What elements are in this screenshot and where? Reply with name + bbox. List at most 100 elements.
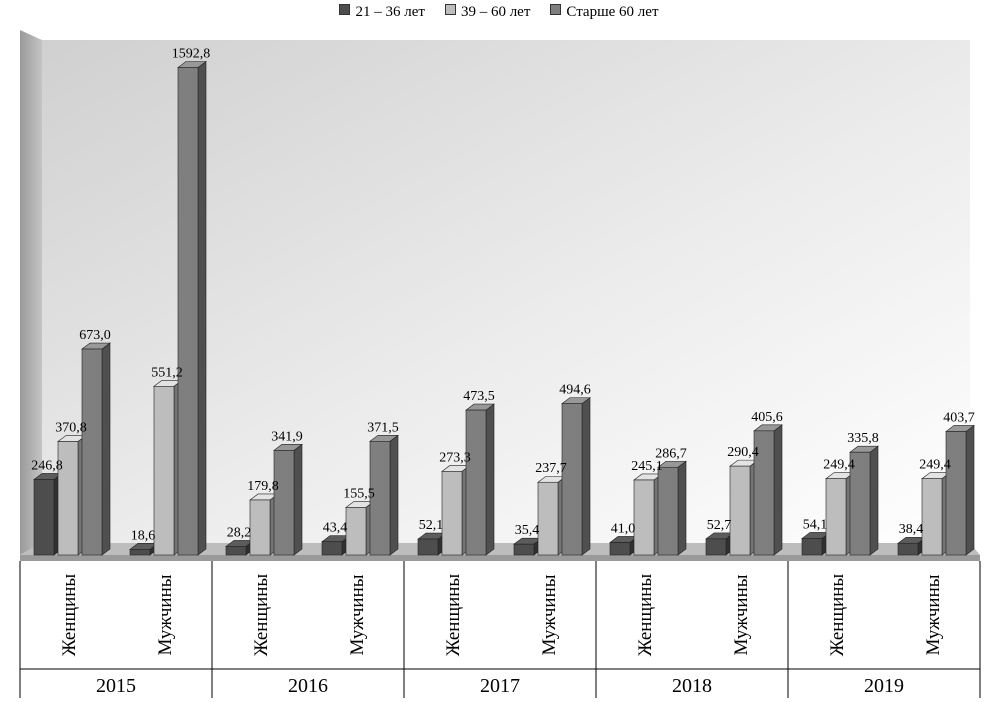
- bar-front: [657, 466, 679, 556]
- bar-front: [537, 481, 559, 556]
- bar: [465, 403, 495, 556]
- data-label: 35,4: [515, 523, 540, 538]
- bar-front: [753, 430, 775, 556]
- legend-label: Старше 60 лет: [566, 4, 659, 20]
- data-label: 28,2: [227, 525, 252, 540]
- bar: [897, 536, 927, 556]
- bar-front: [705, 538, 727, 556]
- data-label: 405,6: [751, 410, 783, 425]
- data-label: 54,1: [803, 517, 828, 532]
- tick-label-year: 2019: [864, 675, 904, 697]
- bar-front: [801, 538, 823, 556]
- data-label: 673,0: [79, 328, 111, 343]
- bar-side: [389, 434, 399, 556]
- bar-front: [513, 543, 535, 556]
- data-label: 286,7: [655, 446, 687, 461]
- bar-front: [441, 471, 463, 556]
- tick-label-gender: Женщины: [59, 574, 80, 657]
- data-label: 551,2: [151, 365, 183, 380]
- bar-front: [57, 441, 79, 556]
- data-label: 249,4: [823, 458, 855, 473]
- data-label: 52,1: [419, 518, 444, 533]
- bar: [369, 434, 399, 556]
- bar: [81, 342, 111, 556]
- data-label: 1592,8: [172, 47, 211, 62]
- bar-front: [345, 507, 367, 556]
- bar-front: [609, 542, 631, 556]
- tick-label-year: 2018: [672, 675, 712, 697]
- bar-front: [729, 465, 751, 556]
- legend-label: 21 – 36 лет: [355, 4, 425, 20]
- bar-front: [369, 440, 391, 556]
- data-label: 403,7: [943, 410, 975, 425]
- tick-label-gender: Мужчины: [539, 574, 560, 655]
- bar-front: [417, 538, 439, 556]
- bar-side: [197, 60, 207, 556]
- bar: [273, 443, 303, 556]
- bar: [561, 397, 591, 556]
- bar-front: [225, 546, 247, 556]
- bar-front: [921, 478, 943, 556]
- bar-front: [273, 450, 295, 556]
- bar-side: [677, 460, 687, 556]
- bar-front: [945, 431, 967, 556]
- bar-front: [897, 542, 919, 556]
- data-label: 273,3: [439, 450, 471, 465]
- data-label: 43,4: [323, 521, 348, 536]
- legend-item-3: Старше 60 лет: [550, 4, 659, 21]
- bar-front: [129, 549, 151, 556]
- data-label: 245,1: [631, 459, 663, 474]
- data-label: 370,8: [55, 421, 87, 436]
- bar-front: [177, 67, 199, 556]
- data-label: 341,9: [271, 429, 303, 444]
- data-label: 249,4: [919, 458, 951, 473]
- bar: [945, 424, 975, 556]
- bar-front: [465, 409, 487, 556]
- bar-front: [561, 403, 583, 556]
- bar-side: [293, 443, 303, 556]
- legend-item-2: 39 – 60 лет: [444, 4, 531, 21]
- bar-front: [849, 451, 871, 556]
- legend-item-1: 21 – 36 лет: [339, 4, 425, 21]
- bar-side: [485, 403, 495, 556]
- tick-label-gender: Мужчины: [923, 574, 944, 655]
- data-label: 494,6: [559, 383, 591, 398]
- bar-front: [81, 348, 103, 556]
- data-label: 41,0: [611, 521, 636, 536]
- data-label: 38,4: [899, 522, 924, 537]
- legend-swatch: [444, 4, 456, 15]
- tick-label-gender: Женщины: [443, 574, 464, 657]
- tick-label-year: 2016: [288, 675, 328, 697]
- bar: [753, 424, 783, 556]
- tick-label-year: 2015: [96, 675, 136, 697]
- legend-label: 39 – 60 лет: [460, 4, 531, 20]
- data-label: 473,5: [463, 389, 495, 404]
- bar-front: [321, 541, 343, 556]
- data-label: 290,4: [727, 445, 759, 460]
- tick-label-gender: Женщины: [635, 574, 656, 657]
- chart-legend: 21 – 36 лет 39 – 60 лет Старше 60 лет: [0, 4, 998, 21]
- bar-side: [581, 397, 591, 556]
- legend-swatch: [339, 4, 351, 15]
- floor-edge: [20, 555, 980, 561]
- tick-label-gender: Женщины: [827, 574, 848, 657]
- bar-side: [773, 424, 783, 556]
- bar-front: [633, 479, 655, 556]
- bar-side: [869, 445, 879, 556]
- tick-label-year: 2017: [480, 675, 520, 697]
- tick-label-gender: Мужчины: [155, 574, 176, 655]
- bar: [849, 445, 879, 556]
- tick-label-gender: Мужчины: [731, 574, 752, 655]
- bar-front: [825, 478, 847, 556]
- bar: [177, 60, 207, 556]
- back-wall: [42, 40, 970, 543]
- data-label: 335,8: [847, 431, 879, 446]
- tick-label-gender: Мужчины: [347, 574, 368, 655]
- bar: [657, 460, 687, 556]
- data-label: 52,7: [707, 518, 732, 533]
- data-label: 246,8: [31, 458, 63, 473]
- bar-front: [249, 499, 271, 556]
- bar-front: [33, 479, 55, 556]
- data-label: 18,6: [131, 528, 156, 543]
